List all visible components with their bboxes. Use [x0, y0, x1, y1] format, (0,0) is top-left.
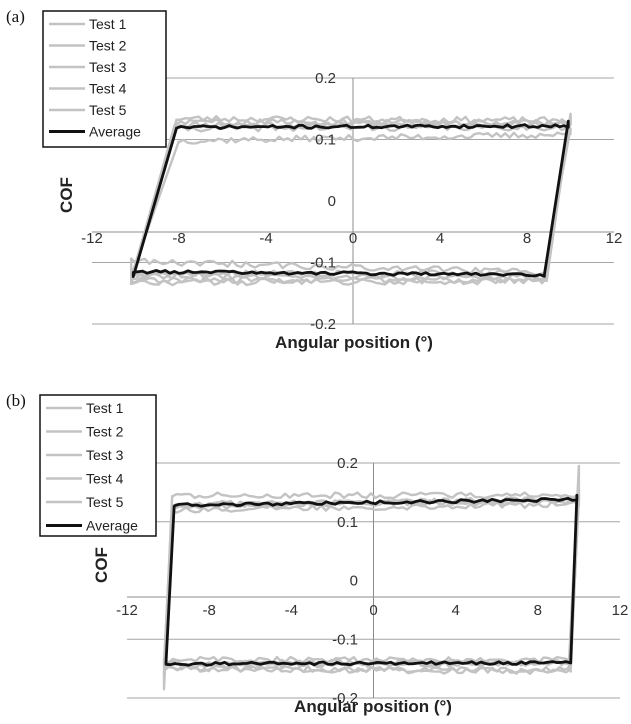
x-tick-label: -12 — [116, 602, 138, 619]
legend-label: Test 1 — [86, 400, 124, 416]
legend-label: Average — [89, 124, 141, 140]
legend-label: Average — [86, 518, 138, 534]
y-tick-label: 0 — [328, 193, 336, 210]
x-tick-label: 8 — [534, 602, 542, 619]
x-tick-label: 0 — [369, 602, 377, 619]
legend: Test 1 Test 2 Test 3 Test 4 Test 5 Average — [42, 10, 167, 148]
x-axis-title: Angular position (°) — [275, 333, 433, 352]
x-axis-title: Angular position (°) — [294, 697, 452, 716]
panel-label: (a) — [6, 7, 25, 26]
series-line-average — [164, 493, 579, 667]
x-tick-label: -8 — [202, 602, 215, 619]
legend-label: Test 3 — [86, 447, 124, 463]
x-tick-label: -12 — [81, 230, 103, 247]
y-tick-label: 0 — [350, 573, 358, 590]
legend-label: Test 2 — [86, 424, 124, 440]
legend-box — [42, 10, 167, 148]
legend-label: Test 5 — [89, 102, 127, 118]
series-line-test-3 — [162, 488, 581, 676]
series-line-average — [131, 119, 570, 278]
y-tick-label: 0.2 — [315, 70, 336, 87]
y-tick-label: -0.1 — [332, 631, 358, 648]
series-line-test-2 — [129, 113, 572, 285]
series-line-test-5 — [162, 494, 581, 667]
series-line-test-4 — [130, 116, 572, 280]
y-tick-label: -0.2 — [310, 316, 336, 333]
legend-label: Test 4 — [89, 81, 127, 97]
legend-label: Test 1 — [89, 16, 127, 32]
x-tick-label: 0 — [349, 230, 357, 247]
x-tick-label: 4 — [436, 230, 444, 247]
x-tick-label: 12 — [606, 230, 623, 247]
x-tick-label: 12 — [612, 602, 629, 619]
legend-box — [39, 394, 157, 537]
legend-label: Test 4 — [86, 471, 124, 487]
y-tick-label: -0.1 — [310, 255, 336, 272]
legend: Test 1 Test 2 Test 3 Test 4 Test 5 Average — [39, 394, 157, 537]
series-line-test-2 — [162, 491, 581, 670]
y-tick-label: -0.2 — [332, 690, 358, 707]
y-axis-title: COF — [92, 547, 111, 583]
series-line-test-5 — [129, 112, 572, 287]
y-tick-label: 0.2 — [337, 455, 358, 472]
y-tick-label: 0.1 — [337, 514, 358, 531]
legend-label: Test 5 — [86, 494, 124, 510]
x-tick-label: 8 — [523, 230, 531, 247]
y-tick-label: 0.1 — [315, 132, 336, 149]
x-tick-label: 4 — [451, 602, 459, 619]
x-tick-label: -4 — [285, 602, 298, 619]
legend-label: Test 2 — [89, 38, 127, 54]
x-tick-label: -4 — [259, 230, 272, 247]
series-line-test-4 — [162, 497, 581, 664]
panel-label: (b) — [6, 391, 26, 410]
y-axis-title: COF — [57, 177, 76, 213]
x-tick-label: -8 — [172, 230, 185, 247]
legend-label: Test 3 — [89, 59, 127, 75]
series-line-test-3 — [130, 127, 572, 278]
